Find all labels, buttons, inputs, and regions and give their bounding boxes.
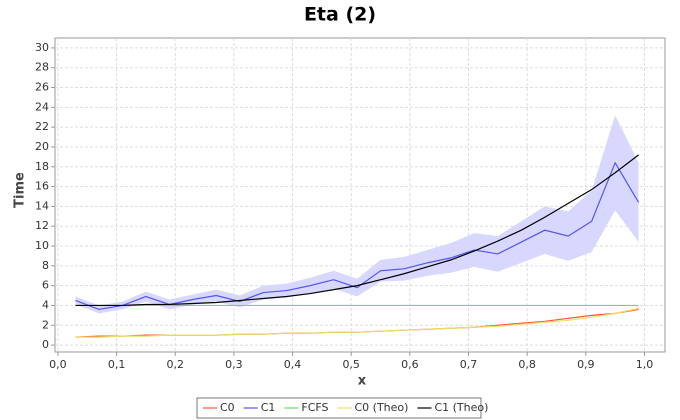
y-tick-label: 18 <box>35 160 49 173</box>
x-tick-label: 0,9 <box>577 358 595 371</box>
legend-label: C0 <box>220 401 235 414</box>
y-tick-label: 30 <box>35 41 49 54</box>
series-line <box>75 154 639 307</box>
y-tick-label: 6 <box>42 279 49 292</box>
y-tick-label: 26 <box>35 81 49 94</box>
x-tick-label: 0,7 <box>460 358 478 371</box>
y-tick-label: 10 <box>35 239 49 252</box>
x-tick-label: 0,1 <box>108 358 126 371</box>
confidence-band <box>75 115 639 314</box>
y-tick-label: 8 <box>42 259 49 272</box>
y-tick-label: 24 <box>35 100 49 113</box>
chart-title: Eta (2) <box>304 4 376 26</box>
series-line <box>75 307 639 338</box>
y-axis-label: Time <box>13 172 28 208</box>
x-tick-label: 0,4 <box>284 358 302 371</box>
x-tick-label: 1,0 <box>636 358 654 371</box>
y-tick-label: 2 <box>42 318 49 331</box>
x-tick-label: 0,0 <box>49 358 67 371</box>
y-tick-label: 14 <box>35 199 49 212</box>
x-tick-label: 0,6 <box>401 358 419 371</box>
y-tick-label: 22 <box>35 120 49 133</box>
y-tick-label: 28 <box>35 61 49 74</box>
x-tick-label: 0,8 <box>518 358 536 371</box>
x-axis-label: x <box>358 374 367 389</box>
y-tick-label: 12 <box>35 219 49 232</box>
y-tick-label: 20 <box>35 140 49 153</box>
x-tick-label: 0,5 <box>342 358 360 371</box>
legend-label: FCFS <box>301 401 328 414</box>
x-tick-label: 0,2 <box>166 358 184 371</box>
y-tick-label: 16 <box>35 180 49 193</box>
legend-label: C1 (Theo) <box>434 401 488 414</box>
legend-label: C0 (Theo) <box>355 401 409 414</box>
y-tick-label: 0 <box>42 338 49 351</box>
x-tick-label: 0,3 <box>225 358 243 371</box>
y-tick-label: 4 <box>42 298 49 311</box>
legend-label: C1 <box>261 401 276 414</box>
